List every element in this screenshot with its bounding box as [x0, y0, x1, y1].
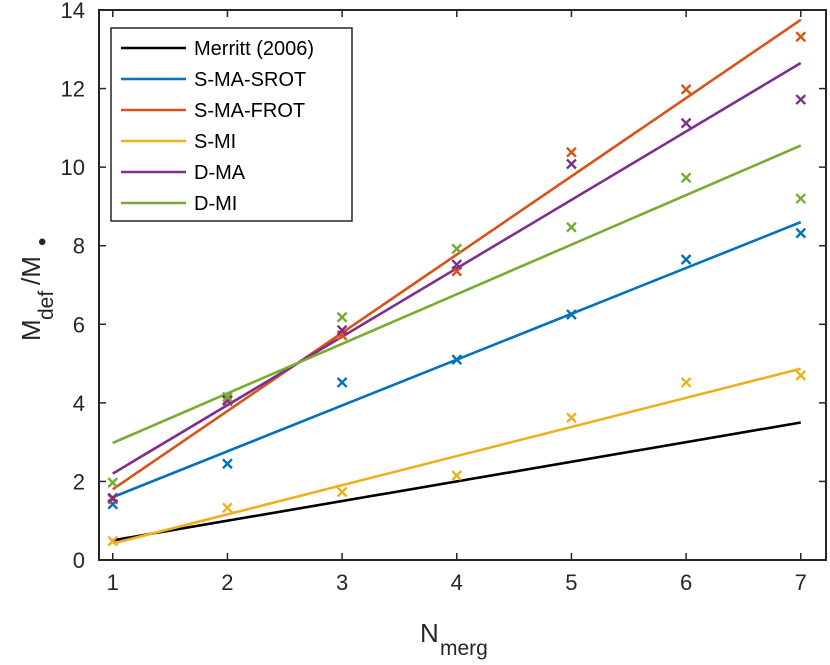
- data-point-s-mi: [795, 370, 807, 381]
- data-point-s-ma-srot: [336, 377, 348, 388]
- fit-line-d-mi: [112, 144, 802, 445]
- data-point-s-ma-srot: [222, 458, 233, 470]
- legend-box: [110, 27, 353, 222]
- data-point-d-mi: [795, 193, 807, 204]
- data-point-d-mi: [451, 243, 463, 255]
- y-tick-label: 12: [61, 77, 85, 102]
- axes-frame: [98, 9, 827, 561]
- y-tick-label: 6: [73, 312, 85, 337]
- y-axis-label-main: M: [16, 319, 46, 341]
- data-point-d-ma: [336, 324, 348, 336]
- data-point-s-ma-frot: [680, 84, 692, 95]
- legend: Merritt (2006) S-MA-SROT S-MA-FROT S-MI D-MA…: [110, 27, 353, 222]
- data-point-s-ma-frot: [566, 146, 577, 158]
- data-point-d-mi: [336, 311, 348, 323]
- data-point-s-mi: [107, 535, 119, 547]
- data-point-s-mi: [336, 486, 348, 498]
- x-axis-label-sub: merg: [440, 637, 488, 660]
- data-point-d-mi: [680, 172, 692, 184]
- fit-line-s-mi: [112, 367, 802, 545]
- data-point-s-mi: [680, 377, 692, 388]
- y-axis-label-mid: /M: [16, 256, 46, 285]
- fit-lines: [112, 18, 802, 545]
- data-point-s-ma-srot: [451, 354, 463, 365]
- data-point-s-mi: [566, 412, 577, 424]
- legend-items: Merritt (2006) S-MA-SROT S-MA-FROT S-MI D-MA…: [121, 38, 314, 215]
- data-point-d-ma: [107, 492, 119, 504]
- x-tick-label: 3: [336, 570, 348, 595]
- y-tick-label: 2: [73, 469, 85, 494]
- y-tick-label: 10: [61, 155, 85, 180]
- y-axis-label-sub2: •: [29, 238, 56, 246]
- x-axis-label: N merg: [420, 618, 488, 660]
- data-point-s-ma-srot: [680, 254, 692, 265]
- x-axis-label-main: N: [420, 618, 439, 648]
- fit-line-d-ma: [112, 61, 802, 475]
- legend-label-merritt-2006: Merritt (2006): [194, 38, 314, 60]
- data-point-d-ma: [795, 94, 807, 105]
- data-point-d-ma: [680, 117, 692, 129]
- fit-line-s-ma-frot: [112, 18, 802, 491]
- data-point-s-ma-frot: [795, 31, 807, 43]
- y-tick-label: 4: [73, 391, 85, 416]
- y-axis-label: M def /M •: [16, 238, 58, 341]
- data-markers: [107, 31, 807, 547]
- data-point-d-ma: [451, 259, 463, 270]
- fit-line-merritt-2006: [112, 421, 801, 542]
- y-tick-label: 0: [73, 548, 85, 573]
- x-tick-label: 1: [107, 570, 119, 595]
- legend-label-s-ma-frot: S-MA-FROT: [194, 100, 305, 122]
- x-tick-label: 2: [221, 570, 233, 595]
- legend-label-s-ma-srot: S-MA-SROT: [194, 69, 306, 91]
- data-point-d-mi: [107, 477, 119, 488]
- x-tick-label: 6: [680, 570, 692, 595]
- data-point-d-ma: [566, 158, 577, 170]
- data-point-s-mi: [451, 470, 463, 481]
- y-tick-label: 8: [73, 234, 85, 259]
- data-point-s-ma-srot: [566, 309, 577, 320]
- legend-label-s-mi: S-MI: [194, 131, 236, 153]
- y-tick-label: 14: [61, 0, 85, 23]
- data-point-d-mi: [222, 391, 233, 403]
- x-tick-label: 5: [565, 570, 577, 595]
- data-point-d-mi: [566, 221, 577, 233]
- data-point-s-ma-srot: [795, 227, 807, 239]
- legend-label-d-ma: D-MA: [194, 162, 246, 184]
- x-tick-label: 7: [795, 570, 807, 595]
- data-point-d-ma: [222, 394, 233, 406]
- legend-label-d-mi: D-MI: [194, 193, 237, 215]
- y-axis-label-sub: def: [35, 291, 58, 320]
- x-tick-label: 4: [451, 570, 463, 595]
- data-point-s-mi: [222, 502, 233, 514]
